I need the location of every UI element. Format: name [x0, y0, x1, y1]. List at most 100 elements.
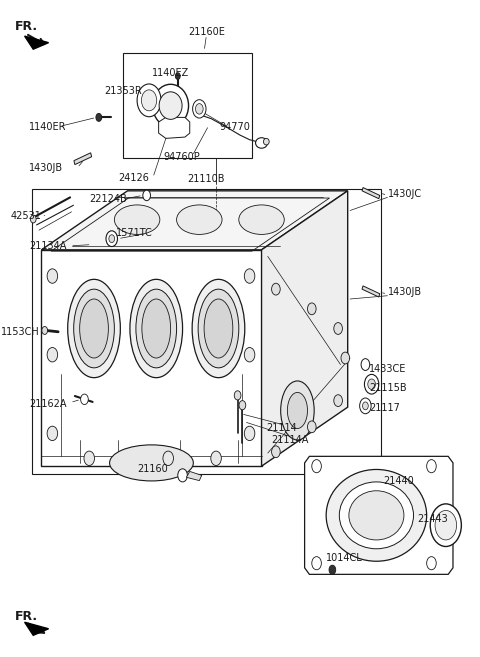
Ellipse shape: [239, 205, 284, 235]
Circle shape: [163, 451, 173, 466]
Text: 1433CE: 1433CE: [369, 364, 407, 374]
Ellipse shape: [68, 279, 120, 378]
Circle shape: [334, 323, 342, 334]
Circle shape: [47, 348, 58, 362]
Ellipse shape: [74, 289, 114, 368]
Text: 21440: 21440: [384, 476, 414, 486]
Circle shape: [361, 359, 370, 371]
Circle shape: [178, 469, 187, 482]
Polygon shape: [158, 118, 190, 139]
Text: 1571TC: 1571TC: [116, 229, 152, 238]
Polygon shape: [24, 36, 48, 49]
Circle shape: [106, 231, 118, 246]
Text: 42531: 42531: [10, 211, 41, 221]
Text: 22124B: 22124B: [89, 194, 127, 204]
Bar: [32, 189, 381, 474]
Circle shape: [341, 352, 349, 364]
Circle shape: [244, 348, 255, 362]
Polygon shape: [24, 622, 48, 635]
Circle shape: [244, 269, 255, 283]
Ellipse shape: [288, 392, 308, 428]
Polygon shape: [74, 153, 92, 165]
Text: 1430JB: 1430JB: [388, 288, 422, 298]
Circle shape: [109, 235, 115, 242]
Ellipse shape: [153, 84, 189, 127]
Polygon shape: [262, 191, 348, 466]
Circle shape: [360, 398, 371, 414]
Polygon shape: [362, 286, 380, 297]
Circle shape: [143, 190, 151, 200]
Circle shape: [142, 90, 157, 111]
Circle shape: [192, 100, 206, 118]
Circle shape: [47, 426, 58, 441]
Text: FR.: FR.: [15, 20, 38, 34]
Polygon shape: [305, 457, 453, 574]
Circle shape: [96, 114, 102, 122]
Text: 21353R: 21353R: [104, 86, 142, 96]
Circle shape: [308, 421, 316, 433]
Circle shape: [195, 104, 203, 114]
Text: 1014CL: 1014CL: [326, 553, 363, 563]
Text: 21443: 21443: [417, 514, 448, 524]
Text: 21134A: 21134A: [29, 241, 67, 251]
Circle shape: [364, 374, 379, 394]
Ellipse shape: [130, 279, 182, 378]
Text: 21115B: 21115B: [369, 382, 407, 392]
Circle shape: [239, 401, 246, 410]
Text: 21114A: 21114A: [271, 435, 309, 445]
Ellipse shape: [159, 92, 182, 120]
Ellipse shape: [192, 279, 245, 378]
Ellipse shape: [136, 289, 177, 368]
Ellipse shape: [142, 299, 170, 358]
Circle shape: [312, 556, 322, 570]
Circle shape: [244, 426, 255, 441]
Text: 1140EZ: 1140EZ: [152, 68, 189, 78]
Ellipse shape: [281, 381, 314, 440]
Circle shape: [84, 451, 95, 466]
Text: 21110B: 21110B: [187, 174, 225, 184]
Polygon shape: [41, 250, 262, 466]
Ellipse shape: [430, 504, 461, 547]
Circle shape: [42, 327, 48, 334]
Circle shape: [368, 379, 375, 390]
Ellipse shape: [177, 205, 222, 235]
Text: 21162A: 21162A: [29, 399, 67, 409]
Ellipse shape: [326, 470, 427, 561]
Text: 94760P: 94760P: [163, 152, 200, 162]
Circle shape: [362, 402, 368, 410]
Text: 1430JB: 1430JB: [29, 163, 63, 173]
Circle shape: [272, 283, 280, 295]
Circle shape: [47, 269, 58, 283]
Ellipse shape: [204, 299, 233, 358]
Bar: [123, 53, 252, 158]
Text: 21114: 21114: [266, 423, 297, 433]
Polygon shape: [362, 187, 380, 198]
Ellipse shape: [114, 205, 160, 235]
Text: 1153CH: 1153CH: [0, 327, 39, 337]
Ellipse shape: [339, 482, 413, 549]
Text: 21160: 21160: [137, 464, 168, 474]
Text: 94770: 94770: [220, 122, 251, 131]
Ellipse shape: [198, 289, 239, 368]
Circle shape: [329, 565, 336, 574]
Ellipse shape: [255, 138, 267, 148]
Text: FR.: FR.: [15, 610, 38, 623]
Circle shape: [137, 84, 161, 117]
Ellipse shape: [80, 299, 108, 358]
Polygon shape: [186, 472, 202, 481]
Ellipse shape: [349, 491, 404, 540]
Circle shape: [175, 73, 180, 79]
Text: 24126: 24126: [118, 173, 149, 183]
Circle shape: [334, 395, 342, 407]
Circle shape: [30, 215, 36, 223]
Circle shape: [234, 391, 241, 400]
Circle shape: [427, 556, 436, 570]
Ellipse shape: [109, 445, 193, 481]
Circle shape: [211, 451, 221, 466]
Text: 21117: 21117: [369, 403, 400, 413]
Text: 21160E: 21160E: [188, 27, 225, 37]
Circle shape: [272, 446, 280, 458]
Circle shape: [308, 303, 316, 315]
Polygon shape: [41, 191, 348, 250]
Circle shape: [81, 394, 88, 405]
